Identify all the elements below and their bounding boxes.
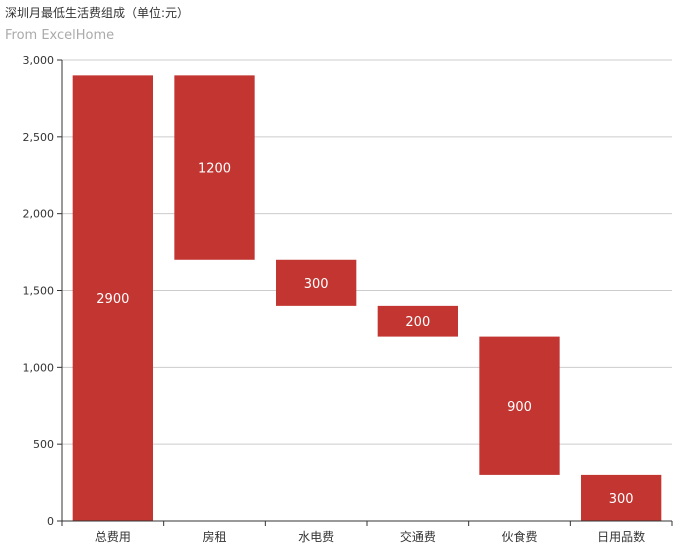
chart-title: 深圳月最低生活费组成（单位:元） [5, 6, 190, 20]
y-tick-label: 2,000 [23, 208, 55, 221]
x-tick-label: 总费用 [95, 530, 131, 544]
y-tick-label: 500 [33, 438, 54, 451]
data-label: 300 [304, 277, 329, 292]
data-label: 300 [609, 492, 634, 507]
y-tick-label: 2,500 [23, 131, 55, 144]
bar [72, 75, 153, 521]
axes: 0 500 1,000 1,500 2,000 2,500 3,000 总费用 房租 水电费 交通费… [23, 54, 673, 544]
bar [479, 336, 560, 475]
data-label: 900 [507, 400, 532, 415]
y-tick-label: 1,000 [23, 361, 55, 374]
bar [174, 75, 255, 260]
bar [581, 474, 662, 521]
bars: 2900 1200 300 200 900 300 [72, 75, 662, 521]
x-tick-label: 交通费 [400, 529, 436, 544]
grid-lines [62, 59, 672, 445]
bar [276, 259, 357, 306]
data-label: 2900 [96, 292, 129, 307]
x-tick-label: 伙食费 [501, 529, 537, 544]
y-tick-label: 1,500 [23, 285, 55, 298]
bar [377, 305, 458, 337]
x-tick-label: 日用品数 [597, 529, 645, 544]
y-tick-label: 3,000 [23, 54, 55, 67]
data-label: 1200 [198, 162, 231, 177]
y-tick-label: 0 [47, 515, 54, 528]
data-label: 200 [405, 315, 430, 330]
x-tick-label: 水电费 [298, 530, 334, 544]
chart-subtitle: From ExcelHome [5, 28, 115, 43]
x-tick-label: 房租 [202, 529, 226, 544]
